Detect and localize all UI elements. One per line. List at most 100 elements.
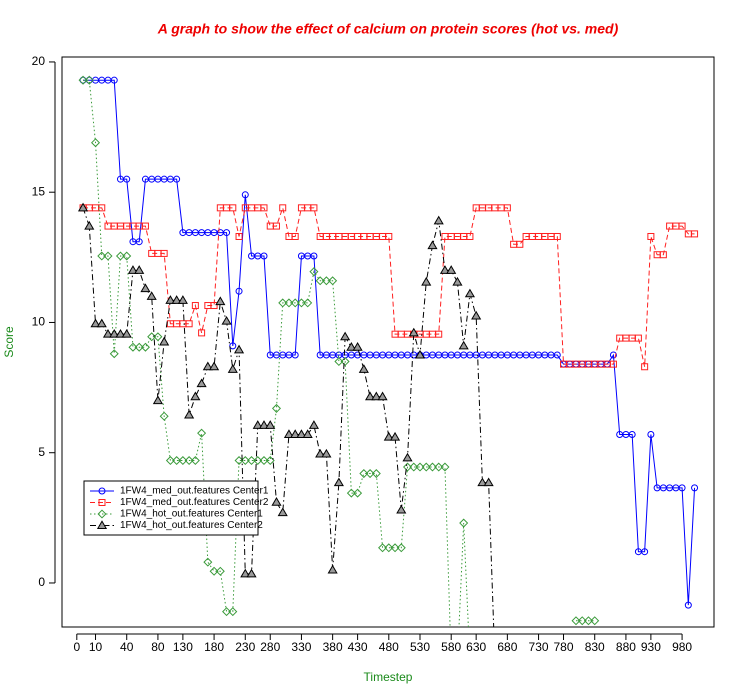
x-tick-label: 0 — [73, 640, 80, 654]
point — [196, 378, 207, 388]
point — [491, 657, 499, 664]
point — [365, 469, 375, 479]
point — [454, 657, 462, 665]
point — [229, 342, 237, 350]
point — [553, 232, 561, 240]
point — [459, 518, 469, 528]
point — [471, 310, 482, 320]
point — [240, 568, 251, 578]
plot-frame — [61, 56, 715, 628]
point — [110, 76, 118, 84]
x-tick-label: 530 — [410, 640, 430, 654]
y-tick-label: 15 — [32, 184, 46, 198]
x-tick-label: 880 — [616, 640, 636, 654]
point — [115, 251, 125, 261]
series-line — [83, 79, 595, 627]
point — [516, 240, 524, 248]
point — [97, 509, 107, 519]
point — [291, 232, 299, 240]
x-tick-label: 580 — [441, 640, 461, 654]
point — [252, 420, 263, 429]
point — [184, 409, 195, 419]
x-tick-label: 430 — [348, 640, 368, 654]
point — [190, 456, 200, 466]
point — [433, 215, 444, 225]
point — [109, 349, 119, 359]
point — [327, 564, 338, 574]
point — [409, 462, 419, 472]
point — [466, 232, 474, 240]
point — [253, 456, 263, 466]
point — [483, 477, 494, 487]
point — [684, 601, 692, 609]
x-tick-label: 730 — [529, 640, 549, 654]
point — [377, 391, 388, 401]
point — [134, 265, 145, 274]
point — [389, 431, 401, 441]
y-tick-label: 5 — [38, 445, 45, 459]
point — [383, 431, 394, 441]
point — [98, 499, 106, 506]
point — [647, 430, 655, 438]
point — [346, 342, 357, 351]
point — [159, 336, 170, 346]
point — [458, 340, 469, 350]
x-tick-label: 680 — [497, 640, 517, 654]
point — [390, 543, 400, 553]
point — [396, 543, 406, 553]
point — [233, 344, 245, 354]
x-tick-label: 230 — [235, 640, 255, 654]
point — [260, 252, 268, 260]
y-tick-label: 10 — [32, 315, 46, 329]
point — [691, 484, 699, 492]
point — [358, 364, 369, 373]
point — [140, 342, 150, 352]
point — [371, 469, 381, 479]
point — [97, 251, 107, 261]
point — [641, 363, 649, 371]
point — [178, 456, 188, 466]
x-tick-label: 780 — [554, 640, 574, 654]
y-tick-label: 20 — [32, 54, 46, 68]
point — [135, 238, 143, 246]
point — [303, 298, 313, 308]
point — [577, 616, 587, 626]
point — [202, 361, 213, 371]
point — [172, 456, 182, 466]
x-tick-label: 830 — [585, 640, 605, 654]
point — [209, 566, 219, 576]
point — [309, 267, 319, 277]
point — [197, 428, 207, 438]
point — [353, 488, 363, 498]
point — [271, 403, 281, 413]
point — [583, 616, 593, 626]
point — [590, 616, 600, 626]
point — [141, 222, 149, 230]
point — [185, 320, 193, 328]
point — [123, 175, 131, 183]
point — [310, 252, 318, 260]
point — [191, 302, 199, 310]
point — [359, 469, 369, 479]
point — [134, 342, 144, 352]
point — [115, 328, 126, 338]
point — [609, 351, 617, 359]
x-tick-label: 280 — [260, 640, 280, 654]
point — [215, 566, 225, 576]
point — [634, 334, 642, 342]
point — [284, 298, 294, 308]
point — [128, 342, 138, 352]
point — [678, 484, 686, 492]
point — [296, 298, 306, 308]
point — [278, 298, 288, 308]
point — [328, 276, 338, 286]
point — [146, 291, 157, 300]
point — [271, 497, 282, 506]
y-tick-label: 0 — [38, 575, 45, 589]
point — [447, 657, 455, 665]
chart-title: A graph to show the effect of calcium on… — [157, 21, 619, 37]
x-tick-label: 480 — [379, 640, 399, 654]
point — [408, 327, 419, 337]
plot-area — [77, 75, 699, 665]
